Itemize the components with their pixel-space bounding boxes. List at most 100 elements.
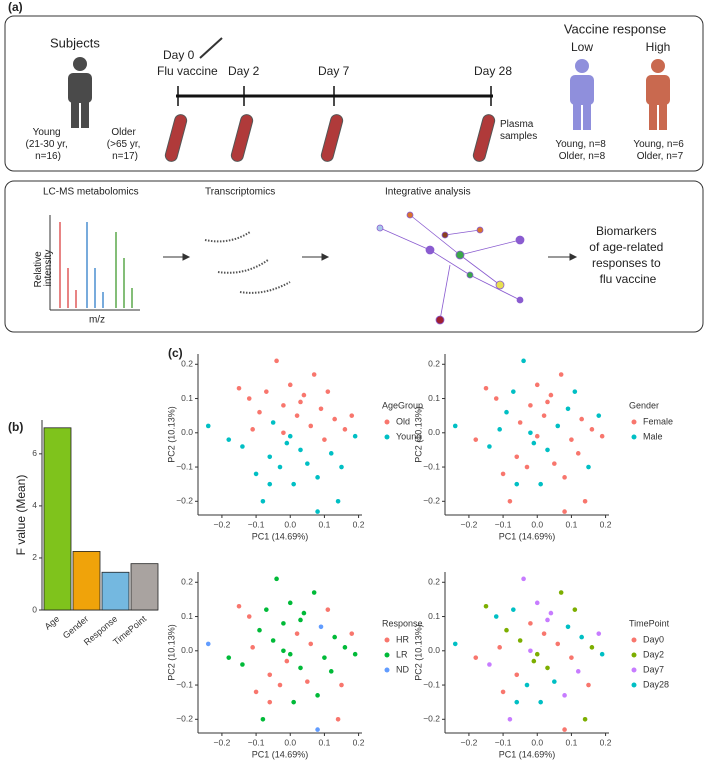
- point: [558, 590, 564, 595]
- spectrum: [49, 215, 140, 311]
- legend-title: AgeGroup: [382, 400, 423, 410]
- point: [240, 444, 245, 449]
- point: [267, 454, 273, 460]
- text-line: (>65 yr,: [107, 139, 141, 150]
- point: [253, 689, 259, 695]
- point: [349, 631, 355, 636]
- point: [562, 727, 567, 732]
- legend-label: Day28: [643, 679, 669, 689]
- x-tick-label: −0.2: [461, 519, 478, 529]
- point: [257, 409, 262, 415]
- point: [267, 481, 273, 487]
- point: [325, 607, 331, 612]
- point: [504, 409, 509, 415]
- point: [548, 610, 554, 616]
- point: [260, 498, 266, 504]
- point: [565, 406, 571, 412]
- design-box: [4, 15, 704, 172]
- point: [483, 603, 489, 609]
- y-tick-label: −0.1: [423, 679, 440, 689]
- point: [582, 716, 588, 722]
- point: [226, 655, 232, 660]
- legend-swatch: [631, 682, 637, 688]
- legend-label: HR: [396, 634, 409, 644]
- text-line: (21-30 yr,: [25, 139, 67, 150]
- response-title: Vaccine response: [564, 21, 666, 36]
- legend-label: Day7: [643, 664, 664, 674]
- text-line: n=16): [35, 151, 61, 162]
- x-tick-label: 0.0: [531, 737, 543, 747]
- point: [328, 669, 334, 674]
- point: [596, 631, 602, 636]
- point: [582, 498, 588, 504]
- point: [308, 423, 314, 429]
- point: [291, 481, 296, 487]
- text-line: samples: [500, 131, 537, 142]
- point: [531, 658, 537, 664]
- point: [528, 430, 533, 436]
- point: [246, 614, 252, 619]
- point: [281, 403, 286, 408]
- point: [325, 389, 331, 394]
- point: [517, 638, 523, 643]
- intensity-label: Relative intensity: [33, 249, 54, 288]
- transcripts: [204, 231, 291, 294]
- point: [521, 576, 526, 582]
- point: [287, 433, 293, 439]
- x-tick-label: 0.1: [319, 519, 331, 529]
- text-line: flu vaccine: [600, 272, 657, 286]
- text-line: Plasma: [500, 119, 534, 130]
- point: [246, 396, 252, 401]
- point: [322, 437, 327, 442]
- point: [274, 576, 279, 582]
- integrative-label: Integrative analysis: [385, 187, 471, 198]
- point: [452, 423, 458, 429]
- legend-label: Young: [396, 431, 421, 441]
- point: [236, 385, 242, 391]
- point: [487, 444, 492, 449]
- person-icon: [68, 57, 92, 128]
- legend-label: Male: [643, 431, 663, 441]
- x-tick-label: 0.2: [353, 737, 365, 747]
- point: [287, 382, 293, 388]
- point: [599, 433, 605, 439]
- point: [517, 420, 523, 425]
- x-tick-label: −0.2: [214, 519, 231, 529]
- legend-swatch: [384, 434, 390, 440]
- text-line: Young, n=8: [555, 139, 606, 150]
- legend-label: Day2: [643, 649, 664, 659]
- legend-title: TimePoint: [629, 618, 670, 628]
- point: [267, 699, 273, 705]
- point: [473, 437, 479, 442]
- y-axis-label: F value (Mean): [14, 475, 28, 556]
- point: [315, 475, 320, 480]
- point: [335, 498, 341, 504]
- y-tick-label: 0: [32, 604, 37, 614]
- y-tick-label: 0.1: [428, 393, 440, 403]
- biomarkers-label: Biomarkers of age-related responses to f…: [589, 224, 666, 286]
- y-tick-label: 0.1: [428, 611, 440, 621]
- point: [487, 662, 492, 667]
- day-label: Day 0: [163, 48, 195, 62]
- point: [569, 655, 574, 660]
- point: [301, 610, 307, 616]
- network: [376, 211, 525, 325]
- point: [205, 423, 211, 429]
- bar: [130, 563, 159, 611]
- point: [514, 699, 520, 705]
- point: [342, 645, 348, 650]
- x-tick-label: 0.1: [566, 519, 578, 529]
- point: [332, 634, 337, 640]
- legend-swatch: [384, 652, 390, 658]
- x-axis-label: PC1 (14.69%): [252, 531, 309, 541]
- y-tick-label: −0.1: [176, 461, 193, 471]
- point: [281, 621, 286, 626]
- point: [332, 416, 337, 422]
- point: [287, 600, 293, 606]
- point: [548, 392, 554, 398]
- timeline: [176, 86, 493, 106]
- point: [534, 600, 540, 606]
- point: [270, 638, 276, 643]
- x-axis-label: PC1 (14.69%): [252, 749, 309, 759]
- y-tick-label: 0.2: [181, 577, 193, 587]
